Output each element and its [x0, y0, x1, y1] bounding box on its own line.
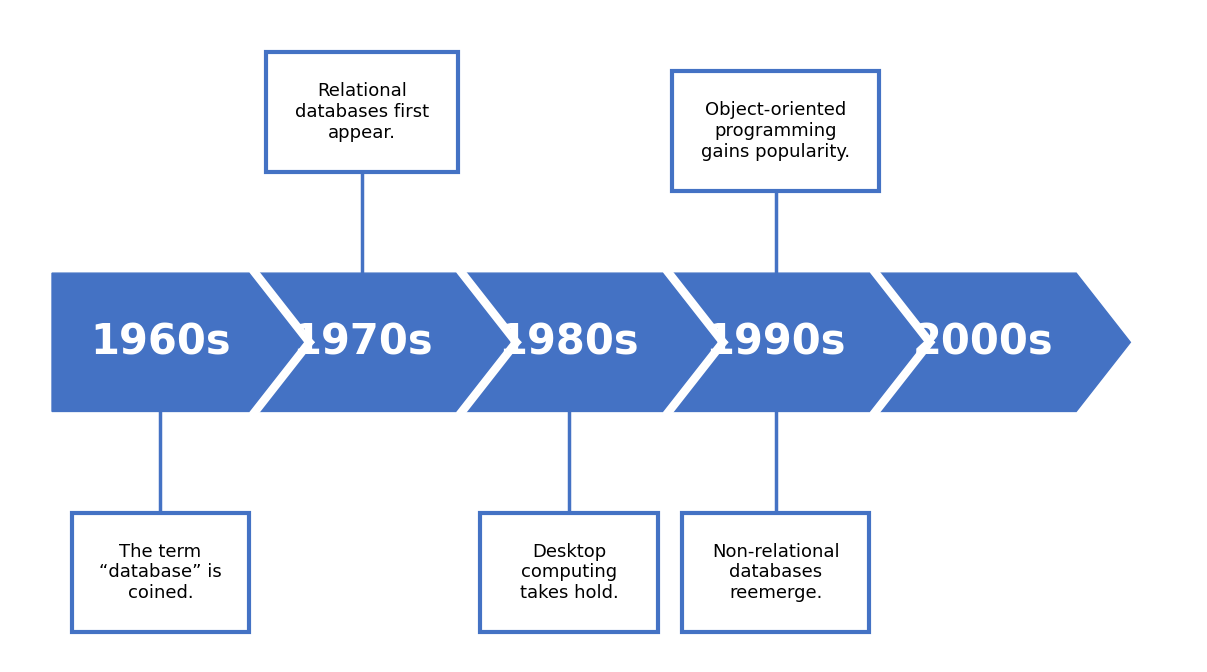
Text: Relational
databases first
appear.: Relational databases first appear.: [296, 83, 430, 142]
FancyBboxPatch shape: [682, 513, 869, 632]
FancyBboxPatch shape: [267, 52, 459, 172]
Polygon shape: [672, 273, 923, 411]
Polygon shape: [466, 273, 717, 411]
Text: Object-oriented
programming
gains popularity.: Object-oriented programming gains popula…: [701, 101, 851, 161]
Text: Non-relational
databases
reemerge.: Non-relational databases reemerge.: [712, 542, 840, 602]
Text: 2000s: 2000s: [912, 321, 1053, 364]
FancyBboxPatch shape: [480, 513, 658, 632]
FancyBboxPatch shape: [71, 513, 249, 632]
Text: 1980s: 1980s: [498, 321, 640, 364]
FancyBboxPatch shape: [672, 71, 879, 191]
Polygon shape: [879, 273, 1131, 411]
Text: Desktop
computing
takes hold.: Desktop computing takes hold.: [520, 542, 618, 602]
Polygon shape: [258, 273, 509, 411]
Text: 1960s: 1960s: [91, 321, 231, 364]
Text: The term
“database” is
coined.: The term “database” is coined.: [99, 542, 222, 602]
Polygon shape: [52, 273, 303, 411]
Text: 1970s: 1970s: [292, 321, 432, 364]
Text: 1990s: 1990s: [706, 321, 846, 364]
